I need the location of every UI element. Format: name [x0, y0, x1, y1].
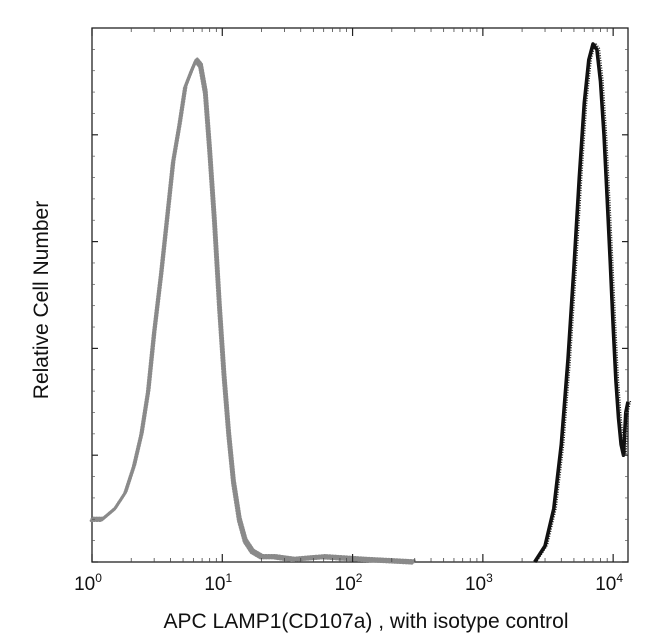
x-tick-label: 101	[204, 571, 232, 595]
y-axis-ticks	[92, 49, 628, 563]
plot-frame	[91, 27, 629, 563]
plot-border	[91, 27, 629, 563]
x-axis-label: APC LAMP1(CD107a) , with isotype control	[164, 610, 569, 633]
lamp1-stained-line	[533, 42, 630, 563]
x-tick-label: 103	[465, 571, 493, 595]
x-axis-ticks: 100 101 102 103 104	[74, 28, 623, 595]
isotype-control-texture	[92, 56, 418, 562]
x-tick-label: 102	[335, 571, 363, 595]
x-tick-label: 100	[74, 571, 102, 595]
y-axis-label: Relative Cell Number	[30, 201, 53, 399]
isotype-control-texture	[89, 59, 415, 565]
isotype-control-line	[90, 56, 417, 564]
x-tick-label: 104	[595, 571, 623, 595]
histogram-series	[89, 41, 632, 565]
lamp1-stained-texture	[536, 41, 632, 562]
